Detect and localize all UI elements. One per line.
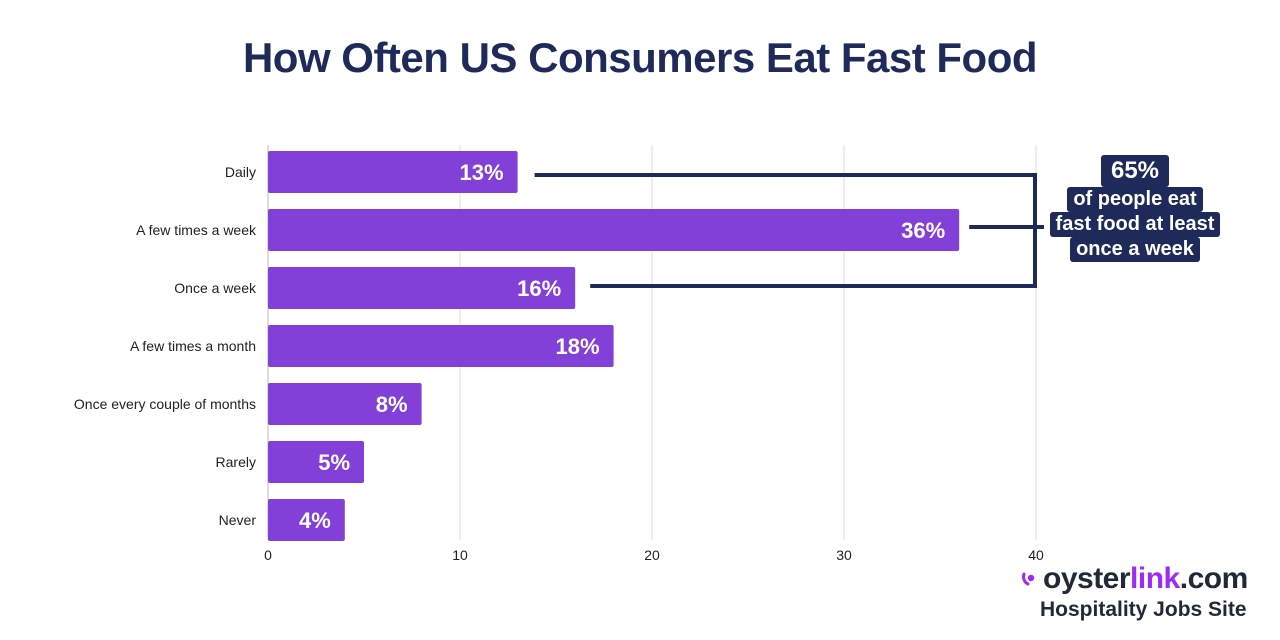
bar-data-label: 36% — [901, 218, 945, 243]
x-tick-label: 30 — [836, 547, 852, 563]
bar-data-label: 16% — [517, 276, 561, 301]
annotation-callout: 65% of people eat fast food at least onc… — [1040, 155, 1230, 262]
y-category-label: A few times a week — [136, 222, 257, 238]
y-category-label: Daily — [225, 164, 256, 180]
bar — [268, 267, 576, 309]
annotation-value: 65% — [1100, 155, 1170, 187]
x-tick-label: 10 — [452, 547, 468, 563]
bar — [268, 383, 422, 425]
x-tick-label: 0 — [264, 547, 272, 563]
bar-data-label: 8% — [376, 392, 408, 417]
bar-data-label: 4% — [299, 508, 331, 533]
brand-highlight: link — [1130, 562, 1180, 595]
bar — [268, 499, 345, 541]
annotation-line: fast food at least — [1049, 212, 1221, 237]
bar — [268, 151, 518, 193]
chart-title: How Often US Consumers Eat Fast Food — [242, 34, 1038, 81]
brand-suffix: .com — [1179, 562, 1249, 595]
y-category-label: Rarely — [216, 454, 256, 470]
bar — [268, 325, 614, 367]
bracket-line — [534, 173, 1037, 288]
bar-data-label: 13% — [460, 160, 504, 185]
y-category-label: Never — [219, 512, 257, 528]
y-category-label: Once every couple of months — [74, 396, 256, 412]
annotation-line: of people eat — [1067, 187, 1203, 212]
bar-data-label: 18% — [556, 334, 600, 359]
bar-data-label: 5% — [318, 450, 350, 475]
logo: oyster link .com Hospitality Jobs Site — [1020, 562, 1260, 622]
annotation-line: once a week — [1070, 237, 1200, 262]
y-category-label: A few times a month — [130, 338, 256, 354]
y-category-label: Once a week — [174, 280, 257, 296]
bar — [268, 209, 960, 251]
oyster-logo-icon — [1022, 572, 1035, 586]
logo-tagline: Hospitality Jobs Site — [1040, 598, 1247, 621]
x-tick-label: 40 — [1028, 547, 1044, 563]
brand-prefix: oyster — [1043, 562, 1131, 595]
x-tick-label: 20 — [644, 547, 660, 563]
bar — [268, 441, 364, 483]
